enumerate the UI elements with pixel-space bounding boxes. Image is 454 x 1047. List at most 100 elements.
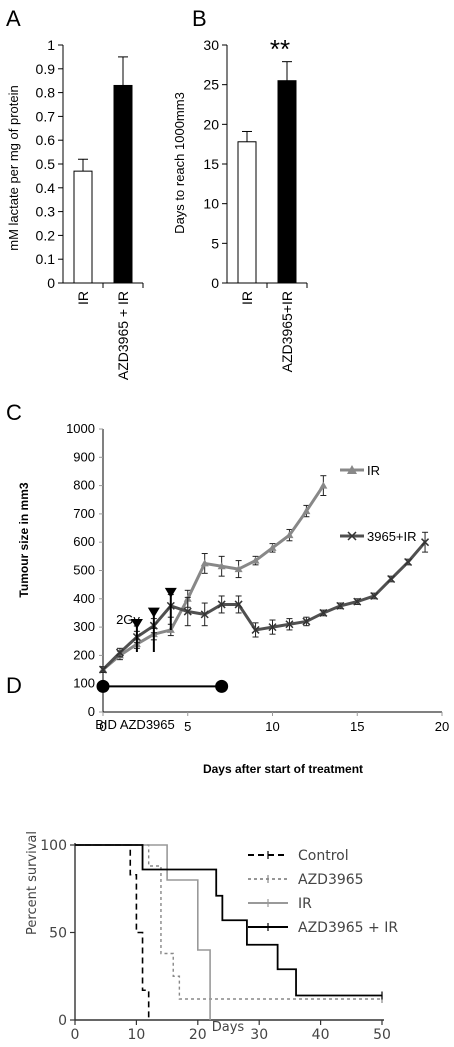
data-point-azd-ir xyxy=(387,574,396,584)
y-tick-label-a: 0.6 xyxy=(36,132,56,148)
y-tick-label-c: 1000 xyxy=(66,421,95,436)
panel-label-c: C xyxy=(6,400,22,425)
irradiation-arrowhead xyxy=(164,587,177,598)
data-point-azd-ir xyxy=(183,607,192,616)
x-tick-label-a: AZD3965 + IR xyxy=(115,291,131,380)
y-tick-label-c: 300 xyxy=(73,619,95,634)
legend-label-azd3965-ir: AZD3965 + IR xyxy=(298,920,398,936)
series-line-azd-ir xyxy=(101,541,427,671)
y-tick-label-d: 100 xyxy=(40,838,67,854)
data-point-azd-ir xyxy=(251,625,260,634)
panel-label-a: A xyxy=(6,6,21,31)
x-tick-label-b: IR xyxy=(239,291,255,305)
y-tick-label-b: 15 xyxy=(203,156,219,172)
bar-b xyxy=(277,80,297,284)
data-point-ir xyxy=(319,481,328,489)
y-tick-label-a: 1 xyxy=(47,37,55,53)
data-point-ir xyxy=(200,559,209,567)
legend-marker-ir xyxy=(347,465,357,474)
data-point-azd-ir xyxy=(336,601,345,610)
x-tick-label-b: AZD3965+IR xyxy=(279,291,295,372)
legend-label-azd3965: AZD3965 xyxy=(298,872,364,888)
data-point-azd-ir xyxy=(285,620,294,629)
x-tick-label-d: 20 xyxy=(189,1027,207,1043)
y-axis-label-c: Tumour size in mm3 xyxy=(17,482,31,597)
data-point-azd-ir xyxy=(98,665,108,674)
y-tick-label-a: 0.1 xyxy=(36,251,56,267)
x-tick-label-c: 10 xyxy=(265,719,279,734)
y-tick-label-c: 700 xyxy=(73,506,95,521)
y-tick-label-b: 0 xyxy=(211,275,219,291)
y-tick-label-a: 0.5 xyxy=(36,156,56,172)
x-tick-label-d: 40 xyxy=(312,1027,330,1043)
y-tick-label-b: 30 xyxy=(203,37,219,53)
y-tick-label-c: 0 xyxy=(88,704,95,719)
x-tick-label-c: 5 xyxy=(184,719,191,734)
y-axis-label-d: Percent survival xyxy=(25,831,40,935)
y-tick-label-c: 900 xyxy=(73,449,95,464)
data-point-azd-ir xyxy=(302,617,311,626)
data-point-ir xyxy=(268,543,277,551)
x-tick-label-d: 50 xyxy=(373,1027,391,1043)
y-tick-label-d: 50 xyxy=(49,926,67,942)
y-tick-label-a: 0.7 xyxy=(36,108,56,124)
y-tick-label-c: 600 xyxy=(73,534,95,549)
x-tick-label-c: 0 xyxy=(99,719,106,734)
treatment-end-dot xyxy=(215,679,229,693)
data-point-azd-ir xyxy=(234,600,243,609)
y-tick-label-a: 0.3 xyxy=(36,204,56,220)
data-point-ir xyxy=(285,531,294,539)
survival-curve-azd3965 xyxy=(75,844,382,1000)
y-tick-label-a: 0.4 xyxy=(36,180,56,196)
data-point-azd-ir xyxy=(217,600,226,609)
y-tick-label-a: 0.2 xyxy=(36,227,56,243)
survival-curve-ir xyxy=(75,844,211,1020)
legend-label-ir: IR xyxy=(367,463,380,478)
data-point-azd-ir xyxy=(370,591,379,601)
panel-label-d: D xyxy=(6,673,22,698)
x-tick-label-d: 0 xyxy=(71,1027,80,1043)
data-point-azd-ir xyxy=(319,608,328,617)
data-point-ir xyxy=(234,565,243,573)
treatment-start-dot xyxy=(96,679,110,693)
data-point-azd-ir xyxy=(404,557,413,567)
y-tick-label-a: 0.8 xyxy=(36,85,56,101)
x-axis-label-d: Days xyxy=(212,1020,245,1035)
y-tick-label-b: 5 xyxy=(211,235,219,251)
bar-chart-a: mM lactate per mg of protein 0 0.1 0.2 0.3 0… xyxy=(6,37,144,380)
bar-a xyxy=(73,170,93,284)
y-tick-label-b: 10 xyxy=(203,196,219,212)
x-tick-label-a: IR xyxy=(75,291,91,305)
y-tick-label-a: 0 xyxy=(47,275,55,291)
y-tick-label-c: 200 xyxy=(73,647,95,662)
y-axis-label-b: Days to reach 1000mm3 xyxy=(172,92,187,234)
y-tick-label-d: 0 xyxy=(58,1013,67,1029)
x-tick-label-c: 15 xyxy=(350,719,364,734)
survival-chart-d: Percent survival Days 0 50 100 0 10 20 30 40 50 C… xyxy=(25,831,398,1043)
legend-label-azd-ir: 3965+IR xyxy=(367,529,417,544)
treatment-label: BID AZD3965 xyxy=(95,717,175,732)
panel-label-b: B xyxy=(192,6,207,31)
y-tick-label-c: 500 xyxy=(73,563,95,578)
x-axis-label-c: Days after start of treatment xyxy=(203,762,363,776)
data-point-ir xyxy=(217,562,226,570)
data-point-azd-ir xyxy=(421,538,430,547)
line-chart-c: Tumour size in mm3 Days after start of t… xyxy=(17,421,449,776)
y-tick-label-c: 100 xyxy=(73,676,95,691)
legend-marker-azd-ir xyxy=(347,531,357,541)
y-tick-label-b: 25 xyxy=(203,77,219,93)
y-tick-label-c: 400 xyxy=(73,591,95,606)
data-point-ir xyxy=(302,507,311,515)
legend-label-ir: IR xyxy=(298,896,312,912)
y-axis-label-a: mM lactate per mg of protein xyxy=(6,85,21,250)
survival-curve-azd3965-ir xyxy=(75,844,382,997)
data-point-ir xyxy=(251,556,260,564)
irradiation-arrowhead xyxy=(147,607,160,618)
x-tick-label-c: 20 xyxy=(435,719,449,734)
data-point-azd-ir xyxy=(353,597,362,606)
y-tick-label-b: 20 xyxy=(203,116,219,132)
significance-annotation: ** xyxy=(270,34,290,64)
survival-curve-control xyxy=(75,844,150,1020)
y-tick-label-c: 800 xyxy=(73,478,95,493)
